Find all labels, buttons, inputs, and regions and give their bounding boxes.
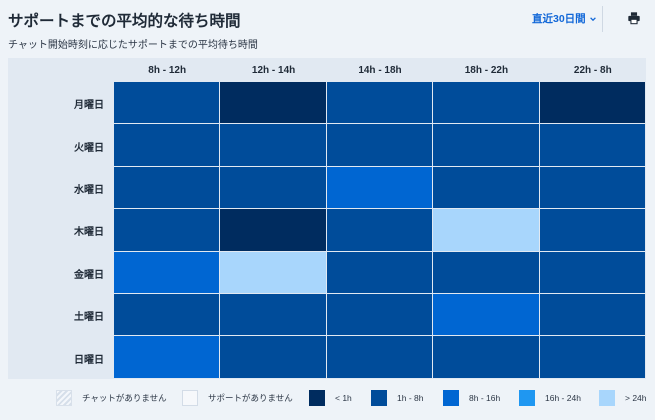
column-label: 22h - 8h <box>573 65 612 76</box>
heatmap-cell[interactable] <box>114 251 220 293</box>
legend-swatch <box>443 390 459 406</box>
legend-swatch <box>519 390 535 406</box>
heatmap-cell[interactable] <box>220 336 326 378</box>
legend-swatch <box>599 390 615 406</box>
heatmap-chart: 8h - 12h 12h - 14h 14h - 18h 18h - 22h 22h -… <box>8 58 646 379</box>
heatmap-cell[interactable] <box>114 209 220 251</box>
heatmap-cell[interactable] <box>433 294 539 336</box>
row-label: 水曜日 <box>74 185 104 196</box>
column-label: 8h - 12h <box>148 65 187 76</box>
row-label: 土曜日 <box>74 312 104 324</box>
legend-label: > 24h <box>625 393 647 403</box>
legend-item: > 24h <box>599 390 647 406</box>
heatmap-cell[interactable] <box>433 209 539 251</box>
date-range-label: 直近30日間 <box>532 13 586 25</box>
page-title: サポートまでの平均的な待ち時間 <box>8 13 241 30</box>
legend-item: チャットがありません <box>56 390 167 406</box>
legend-swatch <box>56 390 72 406</box>
heatmap-cell[interactable] <box>433 82 539 124</box>
heatmap-cell[interactable] <box>539 294 645 336</box>
heatmap-cell[interactable] <box>326 294 433 336</box>
heatmap-cell[interactable] <box>114 166 220 209</box>
row-label: 金曜日 <box>74 269 104 281</box>
legend-swatch <box>182 390 198 406</box>
heatmap-cell[interactable] <box>433 336 539 378</box>
heatmap-cell[interactable] <box>326 82 433 124</box>
print-icon[interactable] <box>627 11 641 25</box>
legend-swatch <box>371 390 387 406</box>
row-label: 火曜日 <box>74 142 104 154</box>
legend-item: 8h - 16h <box>443 390 500 406</box>
legend-item: 1h - 8h <box>371 390 423 406</box>
heatmap-cell[interactable] <box>326 209 433 251</box>
page-subtitle: チャット開始時刻に応じたサポートまでの平均待ち時間 <box>8 40 258 51</box>
heatmap-cell[interactable] <box>433 166 539 209</box>
heatmap-cell[interactable] <box>326 336 433 378</box>
legend-item: < 1h <box>309 390 352 406</box>
heatmap-cell[interactable] <box>326 166 433 209</box>
heatmap-cell[interactable] <box>220 294 326 336</box>
chevron-down-icon <box>589 16 596 21</box>
heatmap-cell[interactable] <box>539 209 645 251</box>
heatmap-cell[interactable] <box>433 251 539 293</box>
row-label: 月曜日 <box>74 100 104 112</box>
heatmap-cell[interactable] <box>433 124 539 166</box>
legend-label: 16h - 24h <box>545 393 581 403</box>
legend-swatch <box>309 390 325 406</box>
legend-label: 1h - 8h <box>397 393 424 403</box>
heatmap-cell[interactable] <box>539 251 645 293</box>
column-label: 18h - 22h <box>464 65 509 76</box>
heatmap-cell[interactable] <box>539 82 645 124</box>
legend-item: サポートがありません <box>182 390 293 406</box>
heatmap-cell[interactable] <box>220 82 326 124</box>
heatmap-cell[interactable] <box>220 124 326 166</box>
legend-label: < 1h <box>335 393 352 403</box>
heatmap-cell[interactable] <box>114 294 220 336</box>
heatmap-cell[interactable] <box>326 251 433 293</box>
column-label: 14h - 18h <box>358 65 402 76</box>
legend: チャットがありません サポートがありません < 1h 1h - 8h 8h - 16h 1… <box>0 390 655 414</box>
heatmap-cell[interactable] <box>220 251 326 293</box>
header-divider <box>602 6 603 32</box>
heatmap-cell[interactable] <box>220 209 326 251</box>
legend-item: 16h - 24h <box>519 390 581 406</box>
heatmap-cell[interactable] <box>220 166 326 209</box>
heatmap-cell[interactable] <box>539 166 645 209</box>
row-label: 木曜日 <box>74 227 104 239</box>
date-range-dropdown[interactable]: 直近30日間 <box>532 11 597 26</box>
legend-label: チャットがありません <box>82 393 167 403</box>
heatmap-cell[interactable] <box>114 336 220 378</box>
heatmap-cell[interactable] <box>114 82 220 124</box>
heatmap-cell[interactable] <box>539 124 645 166</box>
heatmap-cell[interactable] <box>539 336 645 378</box>
legend-label: 8h - 16h <box>469 393 501 403</box>
column-label: 12h - 14h <box>251 65 296 76</box>
legend-label: サポートがありません <box>208 393 293 403</box>
row-label: 日曜日 <box>74 354 104 366</box>
heatmap-cell[interactable] <box>114 124 220 166</box>
heatmap-cell[interactable] <box>326 124 433 166</box>
